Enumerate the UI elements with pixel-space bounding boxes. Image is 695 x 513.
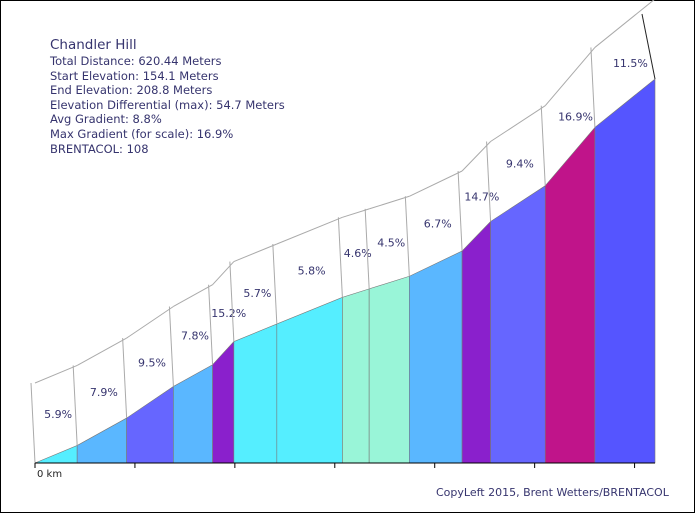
segment-fill: [233, 323, 278, 464]
end-elevation: End Elevation: 208.8 Meters: [50, 83, 213, 98]
segment-fill: [461, 220, 491, 464]
segment-guide-connector: [272, 243, 278, 325]
segment-guide-top: [490, 105, 546, 142]
segment-guide-connector: [457, 170, 463, 252]
segment-fill: [342, 288, 370, 464]
segment-fill: [368, 275, 410, 464]
segment-guide-connector: [486, 141, 492, 222]
segment-gradient-label: 5.7%: [243, 287, 271, 300]
segment-guide-top: [276, 216, 343, 245]
segment-fill: [544, 126, 596, 464]
segment-guide-top: [594, 0, 655, 48]
segment-fill: [173, 364, 213, 464]
segment-gradient-label: 9.5%: [138, 356, 166, 369]
segment-guide-top: [544, 47, 596, 107]
segment-guide-end: [641, 13, 656, 80]
segment-guide-top: [233, 243, 278, 263]
segment-guide-connector: [168, 306, 174, 387]
chart-title: Chandler Hill: [50, 37, 137, 53]
x-axis-start-label: 0 km: [37, 469, 62, 480]
segment-fill: [76, 417, 127, 464]
segment-guide-top: [409, 170, 463, 197]
segment-guide-top: [126, 306, 174, 339]
segment-fill: [34, 444, 78, 464]
copyleft-credit: CopyLeft 2015, Brent Wetters/BRENTACOL: [436, 486, 669, 499]
segment-gradient-label: 4.6%: [344, 247, 372, 260]
segment-guide-connector: [540, 105, 546, 186]
elevation-differential: Elevation Differential (max): 54.7 Meter…: [50, 97, 285, 112]
chart-info-block: Chandler Hill Total Distance: 620.44 Met…: [50, 37, 285, 156]
segment-fill: [126, 385, 174, 464]
segment-guide-top: [342, 208, 370, 218]
segment-guide-top: [369, 195, 410, 210]
segment-gradient-label: 4.5%: [377, 237, 405, 250]
segment-gradient-label: 7.8%: [181, 330, 209, 343]
segment-guide-top: [76, 337, 127, 366]
segment-fill: [490, 185, 546, 464]
segment-gradient-label: 14.7%: [464, 190, 499, 203]
segment-gradient-label: 5.8%: [298, 265, 326, 278]
total-distance: Total Distance: 620.44 Meters: [50, 54, 222, 68]
segment-gradient-label: 6.7%: [424, 218, 452, 231]
segment-guide-connector: [72, 365, 78, 446]
segment-gradient-label: 5.9%: [44, 408, 72, 421]
segment-guide-connector: [404, 196, 410, 277]
segments-layer: 5.9% 7.9% 9.5% 7.8%15.2% 5.7% 5.8% 4.6% 4.5% 6.7…: [30, 0, 656, 464]
start-elevation: Start Elevation: 154.1 Meters: [50, 68, 219, 83]
brentacol-score: BRENTACOL: 108: [50, 141, 149, 156]
avg-gradient: Avg Gradient: 8.8%: [50, 112, 162, 127]
segment-gradient-label: 7.9%: [90, 386, 118, 399]
segment-fill: [276, 296, 343, 464]
segment-guide-connector: [364, 208, 370, 289]
segment-guide-connector: [30, 382, 36, 464]
segment-guide-connector: [337, 217, 343, 298]
segment-guide-top: [461, 141, 491, 172]
segment-fill: [594, 78, 656, 464]
segment-guide-connector: [122, 338, 128, 419]
segment-fill: [409, 250, 463, 464]
segment-guide-connector: [229, 261, 235, 342]
segment-gradient-label: 15.2%: [211, 307, 246, 320]
segment-fill: [212, 340, 235, 464]
segment-gradient-label: 11.5%: [613, 57, 648, 70]
segment-guide-connector: [208, 284, 214, 365]
segment-gradient-label: 9.4%: [506, 158, 534, 171]
x-axis-ticks: [34, 463, 636, 468]
max-gradient: Max Gradient (for scale): 16.9%: [50, 126, 234, 141]
segment-gradient-label: 16.9%: [558, 111, 593, 124]
segment-guide-top: [34, 364, 78, 384]
segment-guide-connector: [590, 47, 596, 128]
segment-guide-top: [173, 284, 213, 307]
